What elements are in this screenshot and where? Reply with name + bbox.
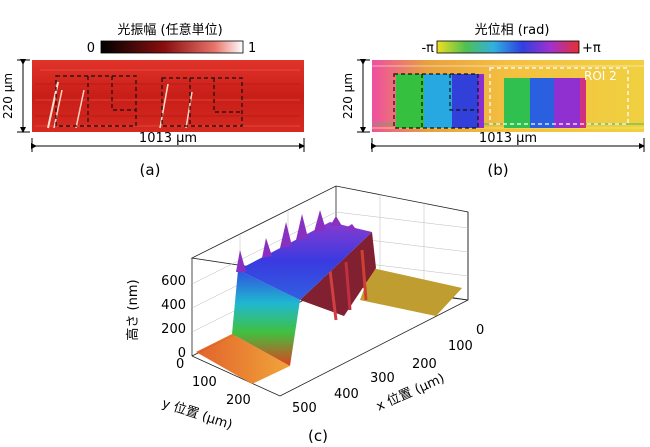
y-tick-labels: 0 100 200 bbox=[176, 357, 251, 408]
x-tick-labels: 0 100 200 300 400 500 bbox=[292, 323, 484, 416]
amplitude-colorbar bbox=[100, 40, 244, 54]
phase-stripes-roi2 bbox=[504, 78, 586, 128]
amplitude-colorbar-title: 光振幅 (任意単位) bbox=[117, 22, 222, 38]
phase-height-label: 220 μm bbox=[341, 73, 355, 119]
x-tick: 400 bbox=[334, 387, 359, 402]
z-tick: 600 bbox=[161, 274, 186, 289]
z-tick: 400 bbox=[161, 298, 186, 313]
x-tick: 200 bbox=[412, 357, 437, 372]
z-tick-labels: 0 200 400 600 bbox=[161, 274, 186, 361]
amplitude-roi-boxes bbox=[55, 75, 243, 127]
caption-a: (a) bbox=[140, 161, 161, 179]
x-tick: 300 bbox=[370, 371, 395, 386]
phase-colorbar-max: +π bbox=[582, 41, 601, 56]
roi2-label: ROI 2 bbox=[584, 69, 617, 83]
caption-b: (b) bbox=[487, 161, 508, 179]
amplitude-colorbar-max: 1 bbox=[248, 41, 256, 56]
surface-front-wall bbox=[232, 270, 300, 366]
phase-colorbar-title: 光位相 (rad) bbox=[475, 23, 550, 38]
phase-stripes-roi1 bbox=[396, 74, 484, 128]
x-tick: 100 bbox=[448, 339, 473, 354]
phase-roi1-box bbox=[393, 73, 479, 129]
amplitude-height-label: 220 μm bbox=[1, 73, 15, 119]
surface-side-streaks bbox=[328, 249, 368, 321]
y-tick: 200 bbox=[226, 393, 251, 408]
surface-plateau-top bbox=[238, 222, 372, 300]
surface-floor-right-shade bbox=[360, 268, 462, 316]
y-tick: 100 bbox=[192, 375, 217, 390]
surface-floor-left bbox=[196, 334, 290, 384]
x-tick: 500 bbox=[292, 401, 317, 416]
panel-a: 光振幅 (任意単位) 0 1 bbox=[1, 22, 305, 179]
phase-width-label: 1013 μm bbox=[479, 131, 537, 146]
panel-c: 0 200 400 600 高さ (nm) 0 100 200 y 位置 (μm… bbox=[125, 185, 484, 445]
caption-c: (c) bbox=[308, 427, 328, 445]
z-tick: 0 bbox=[178, 346, 186, 361]
surface-side-wall bbox=[300, 232, 376, 316]
phase-roi2-box bbox=[489, 67, 629, 125]
z-tick: 200 bbox=[161, 322, 186, 337]
phase-colorbar-min: -π bbox=[421, 41, 434, 56]
amplitude-colorbar-min: 0 bbox=[87, 41, 95, 56]
z-axis-label: 高さ (nm) bbox=[125, 279, 141, 340]
y-axis-label: y 位置 (μm) bbox=[160, 396, 234, 433]
amplitude-width-label: 1013 μm bbox=[139, 131, 197, 146]
panel-b: 光位相 (rad) -π +π ROI 2 bbox=[341, 23, 645, 179]
surface-spikes bbox=[236, 210, 358, 272]
amplitude-image bbox=[32, 60, 304, 132]
phase-colorbar bbox=[436, 40, 580, 54]
y-tick: 0 bbox=[176, 357, 184, 372]
x-tick: 0 bbox=[476, 323, 484, 338]
